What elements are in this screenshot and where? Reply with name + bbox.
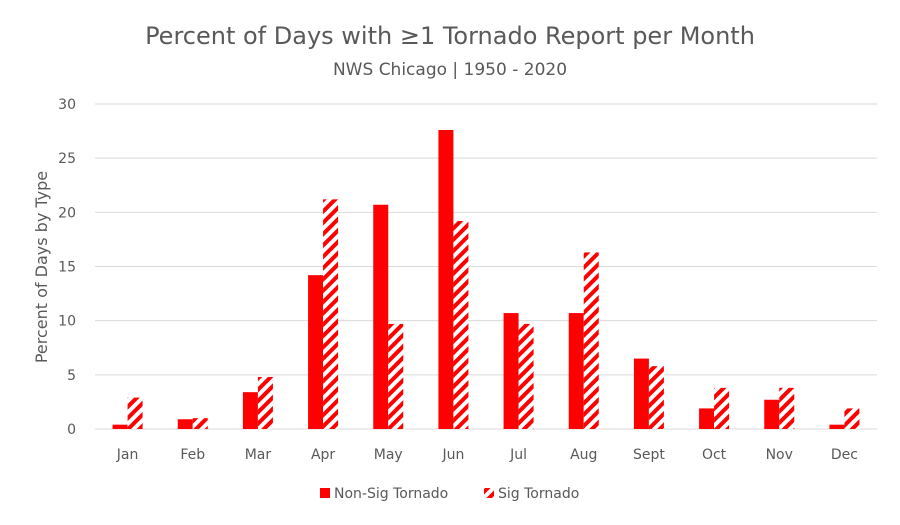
bar-non-sig-tornado bbox=[177, 419, 193, 429]
bar-non-sig-tornado bbox=[568, 313, 584, 429]
legend: Non-Sig Tornado Sig Tornado bbox=[320, 486, 579, 502]
bar-non-sig-tornado bbox=[633, 358, 649, 429]
x-tick-label: Jan bbox=[116, 447, 139, 463]
bar-sig-tornado bbox=[388, 323, 404, 429]
x-tick-label: Apr bbox=[311, 447, 335, 463]
bar-sig-tornado bbox=[648, 366, 664, 429]
bar-non-sig-tornado bbox=[438, 130, 454, 429]
legend-swatch-non-sig bbox=[320, 488, 330, 498]
bar-sig-tornado bbox=[323, 199, 339, 429]
bar-sig-tornado bbox=[518, 323, 534, 429]
x-tick-label: Mar bbox=[245, 447, 272, 463]
y-axis-title: Percent of Days by Type bbox=[32, 171, 51, 363]
y-tick-label: 20 bbox=[58, 205, 76, 221]
x-tick-label: Jul bbox=[509, 447, 527, 463]
x-tick-label: Sept bbox=[633, 447, 665, 463]
legend-label-sig: Sig Tornado bbox=[498, 486, 579, 502]
x-tick-label: May bbox=[374, 447, 403, 463]
x-tick-label: Feb bbox=[180, 447, 205, 463]
y-tick-label: 15 bbox=[58, 260, 76, 276]
x-tick-label: Oct bbox=[702, 447, 727, 463]
bar-non-sig-tornado bbox=[112, 424, 128, 429]
bars bbox=[112, 130, 860, 429]
x-tick-label: Jun bbox=[441, 447, 464, 463]
bar-non-sig-tornado bbox=[308, 275, 324, 429]
gridlines bbox=[95, 103, 877, 430]
bar-sig-tornado bbox=[779, 387, 795, 429]
bar-non-sig-tornado bbox=[764, 399, 780, 429]
bar-sig-tornado bbox=[127, 397, 143, 429]
bar-sig-tornado bbox=[583, 252, 599, 429]
y-axis-ticks: 0 5 10 15 20 25 30 bbox=[58, 97, 76, 438]
y-tick-label: 10 bbox=[58, 314, 76, 330]
bar-sig-tornado bbox=[714, 387, 730, 429]
y-tick-label: 0 bbox=[67, 422, 76, 438]
bar-non-sig-tornado bbox=[503, 313, 519, 429]
x-tick-label: Aug bbox=[570, 447, 597, 463]
x-axis-ticks: Jan Feb Mar Apr May Jun Jul Aug Sept Oct Nov Dec bbox=[116, 447, 858, 463]
bar-non-sig-tornado bbox=[373, 204, 389, 429]
bar-sig-tornado bbox=[453, 221, 469, 429]
legend-swatch-sig bbox=[484, 488, 494, 498]
x-tick-label: Dec bbox=[831, 447, 858, 463]
bar-sig-tornado bbox=[844, 408, 860, 429]
chart-title: Percent of Days with ≥1 Tornado Report p… bbox=[145, 22, 755, 50]
chart-subtitle: NWS Chicago | 1950 - 2020 bbox=[333, 60, 567, 80]
bar-sig-tornado bbox=[192, 418, 208, 429]
y-tick-label: 30 bbox=[58, 97, 76, 113]
bar-non-sig-tornado bbox=[829, 424, 845, 429]
bar-non-sig-tornado bbox=[242, 392, 258, 429]
legend-label-non-sig: Non-Sig Tornado bbox=[334, 486, 448, 502]
y-tick-label: 25 bbox=[58, 151, 76, 167]
y-tick-label: 5 bbox=[67, 368, 76, 384]
x-tick-label: Nov bbox=[766, 447, 793, 463]
bar-sig-tornado bbox=[257, 377, 273, 429]
bar-non-sig-tornado bbox=[699, 408, 715, 429]
